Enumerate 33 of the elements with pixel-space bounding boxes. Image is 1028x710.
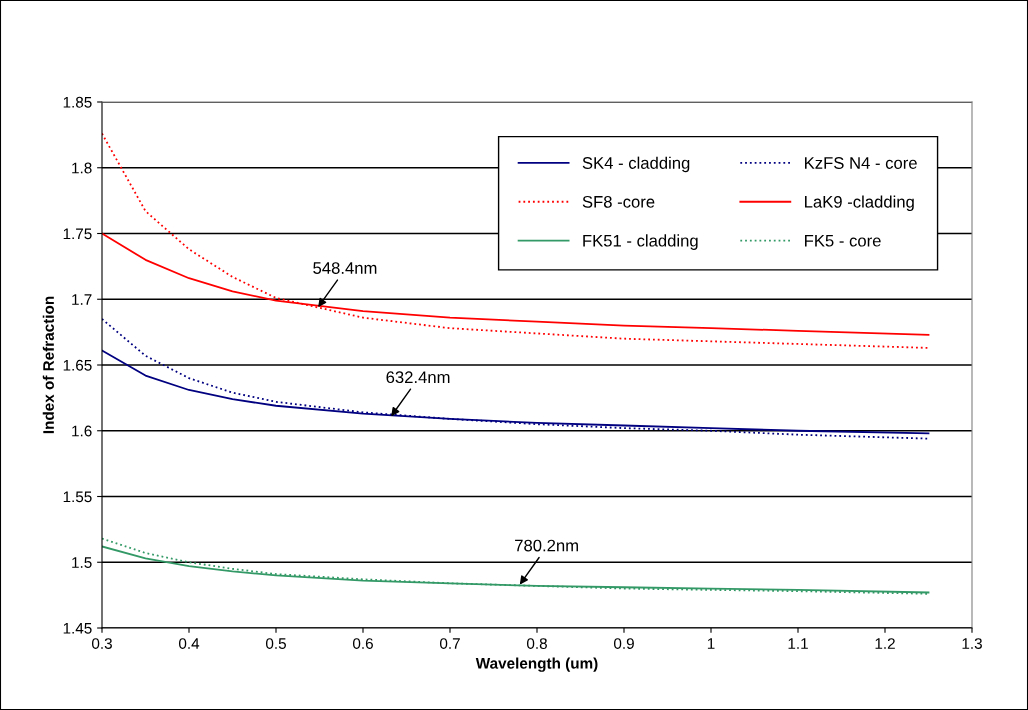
x-tick-label: 0.8 bbox=[526, 638, 547, 649]
line-series bbox=[102, 132, 930, 349]
x-tick-label: 0.6 bbox=[352, 638, 373, 649]
y-axis-title: Index of Refraction bbox=[42, 296, 54, 434]
x-tick-label: 1.2 bbox=[875, 638, 895, 649]
x-tick-label: 1 bbox=[707, 638, 715, 649]
y-tick-label: 1.8 bbox=[72, 162, 92, 174]
line-series bbox=[102, 318, 930, 440]
y-tick-label: 1.75 bbox=[63, 228, 92, 240]
legend-label: FK51 - cladding bbox=[583, 234, 698, 250]
y-tick-label: 1.5 bbox=[72, 557, 92, 568]
x-axis-title: Wavelength (um) bbox=[475, 657, 598, 672]
legend-label: KzFS N4 - core bbox=[805, 157, 917, 169]
x-tick-label: 0.3 bbox=[91, 638, 112, 649]
legend-label: SK4 - cladding bbox=[582, 156, 690, 173]
x-tick-label: 0.4 bbox=[178, 638, 200, 649]
legend-label: LaK9 -cladding bbox=[805, 195, 914, 212]
x-tick-label: 1.3 bbox=[962, 638, 982, 649]
x-tick-label: 0.7 bbox=[439, 638, 460, 649]
annotation: 632.4nm bbox=[386, 371, 450, 384]
y-tick-label: 1.65 bbox=[63, 359, 92, 371]
legend-label: SF8 -core bbox=[582, 195, 655, 208]
legend-label: FK5 - core bbox=[805, 234, 881, 247]
y-tick-label: 1.6 bbox=[72, 425, 92, 437]
y-tick-label: 1.45 bbox=[63, 623, 92, 634]
y-tick-label: 1.7 bbox=[72, 294, 92, 305]
x-tick-label: 0.9 bbox=[613, 638, 634, 649]
y-tick-label: 1.85 bbox=[63, 96, 92, 108]
annotation: 548.4nm bbox=[313, 262, 377, 274]
x-tick-label: 1.1 bbox=[788, 638, 808, 649]
annotation: 780.2nm bbox=[515, 539, 578, 552]
x-tick-label: 0.5 bbox=[265, 638, 286, 649]
y-tick-label: 1.55 bbox=[63, 491, 92, 503]
